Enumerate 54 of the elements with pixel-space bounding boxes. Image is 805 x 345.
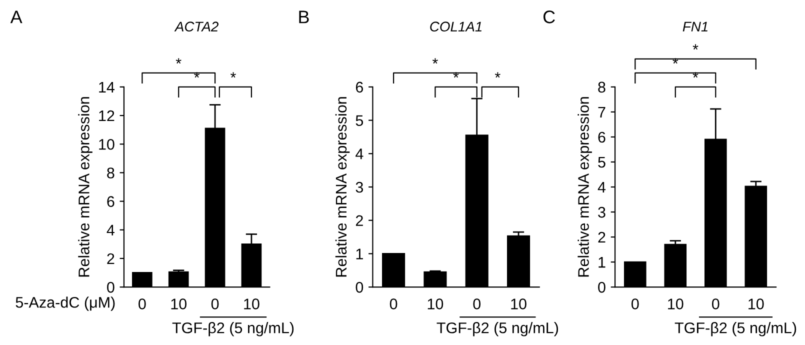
- y-tick-label: 0: [598, 282, 606, 293]
- y-tick-label: 7: [598, 106, 606, 118]
- y-tick-label: 4: [598, 182, 606, 193]
- y-axis-title: Relative mRNA expression: [578, 97, 592, 277]
- y-tick-label: 5: [356, 115, 364, 126]
- y-tick-label: 5: [598, 157, 606, 168]
- y-tick-label: 0: [107, 282, 114, 293]
- y-tick-label: 12: [99, 110, 114, 122]
- x-tick-label: 10: [748, 298, 764, 310]
- text: *: [176, 58, 182, 64]
- text: TGF-β2 (5 ng/mL): [172, 322, 294, 336]
- x-tick-label: 0: [211, 298, 219, 310]
- y-tick-label: 8: [598, 82, 606, 93]
- y-tick-label: 1: [598, 257, 606, 268]
- text: *: [494, 72, 500, 78]
- y-axis-title: Relative mRNA expression: [335, 97, 350, 277]
- y-tick-label: 14: [99, 82, 114, 92]
- y-tick-label: 1: [356, 248, 363, 260]
- x-tick-label: 10: [511, 298, 526, 310]
- x-tick-label: 10: [244, 298, 260, 310]
- y-tick-label: 6: [356, 82, 364, 93]
- x-tick-label: 0: [631, 298, 639, 310]
- text: A: [10, 10, 22, 24]
- text: TGF-β2 (5 ng/mL): [674, 322, 796, 336]
- text: TGF-β2 (5 ng/mL): [436, 322, 558, 336]
- y-tick-label: 2: [107, 253, 114, 264]
- text: *: [692, 44, 698, 50]
- x-tick-label: 10: [171, 298, 187, 310]
- y-tick-label: 6: [598, 132, 606, 143]
- y-axis-title: Relative mRNA expression: [78, 97, 92, 277]
- y-tick-label: 2: [598, 232, 606, 243]
- text: B: [299, 10, 309, 24]
- y-tick-label: 4: [106, 224, 114, 236]
- y-tick-label: 0: [356, 282, 364, 293]
- x-tick-label: 0: [390, 298, 398, 310]
- chart-title: COL1A1: [430, 22, 482, 32]
- text: *: [230, 72, 236, 78]
- y-tick-label: 2: [356, 215, 363, 226]
- y-tick-label: 8: [107, 168, 114, 178]
- y-tick-label: 6: [107, 196, 114, 207]
- x-tick-label: 10: [668, 298, 684, 310]
- y-tick-label: 4: [356, 148, 364, 160]
- x-tick-label: 0: [138, 298, 146, 310]
- chart-title: ACTA2: [174, 22, 218, 32]
- x-tick-label: 0: [712, 298, 720, 310]
- text: 5-Aza-dC (μM): [16, 296, 115, 311]
- x-tick-label: 0: [473, 298, 481, 310]
- y-tick-label: 3: [356, 182, 364, 193]
- x-tick-label: 10: [428, 298, 444, 310]
- y-tick-label: 10: [99, 138, 114, 150]
- chart-title: FN1: [682, 22, 708, 32]
- y-tick-label: 3: [598, 206, 606, 218]
- text: *: [432, 58, 438, 64]
- text: C: [543, 10, 555, 24]
